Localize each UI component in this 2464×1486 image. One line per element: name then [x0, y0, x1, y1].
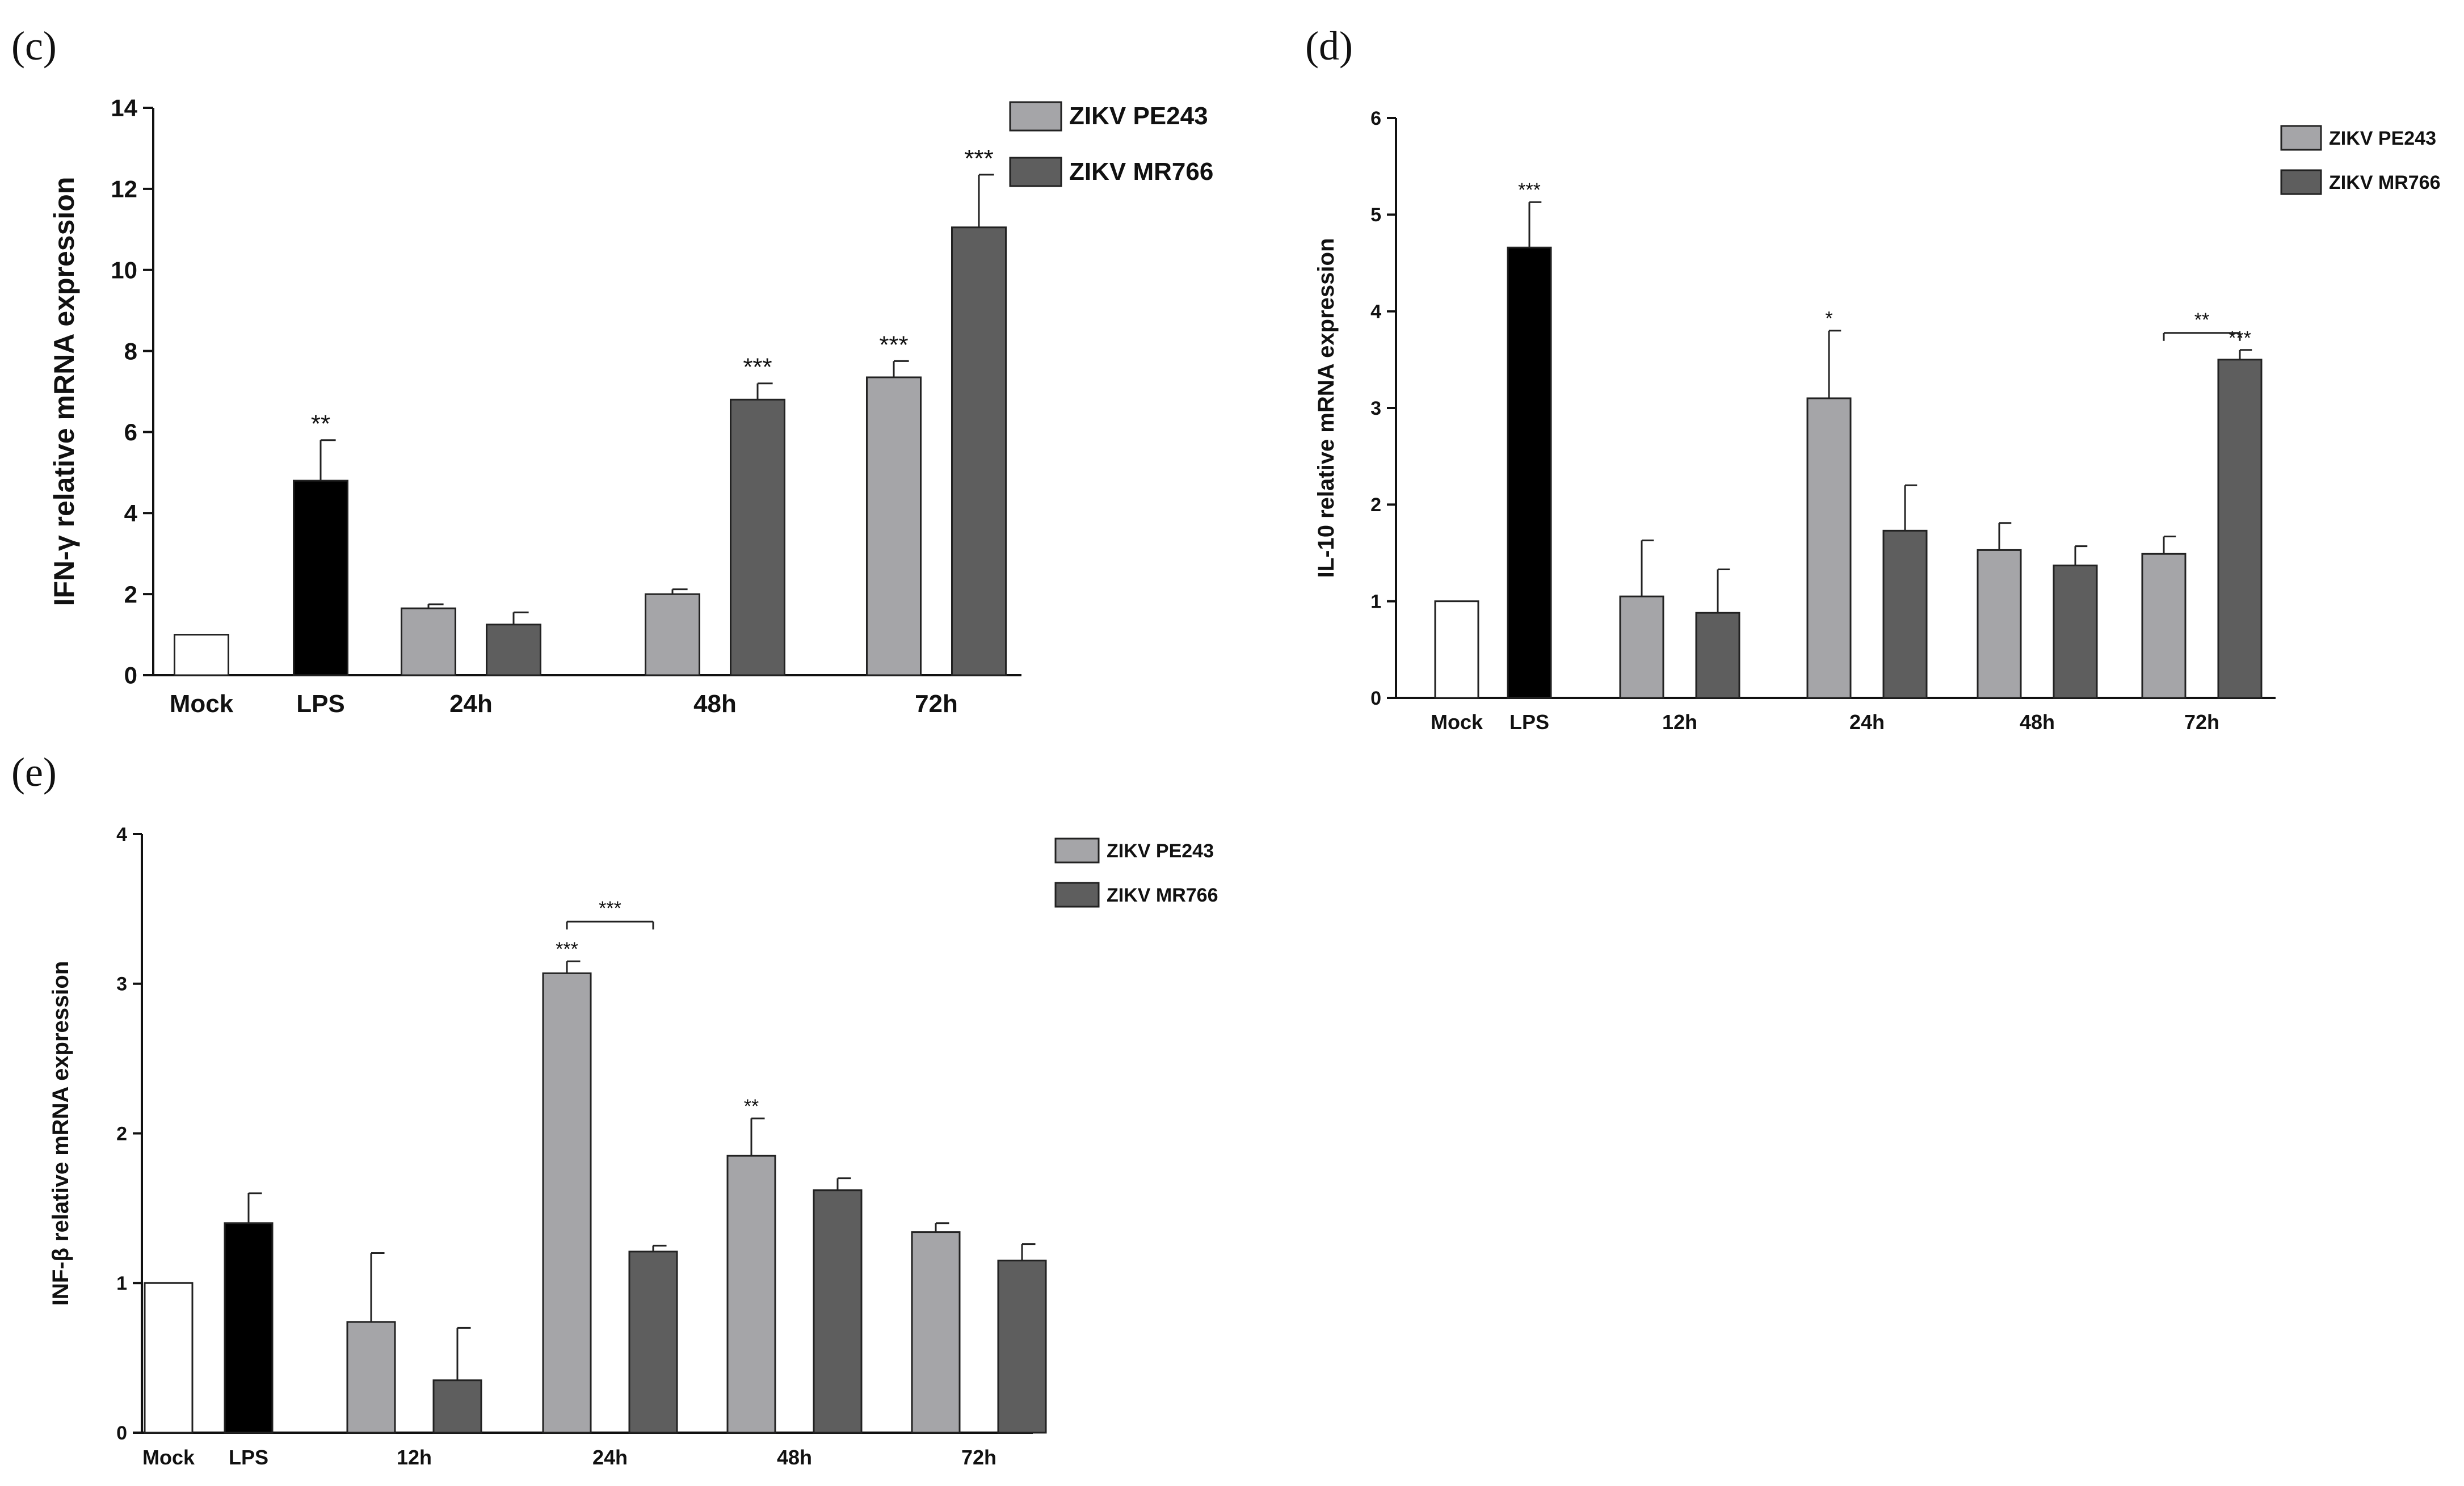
x-category-label-12h: 12h: [397, 1446, 432, 1469]
bar-lps: [224, 1222, 274, 1434]
y-axis-label: IL-10 relative mRNA expression: [1314, 238, 1339, 578]
significance-label-zikv-pe243-24h: *: [1825, 308, 1832, 330]
x-category-label-mock: Mock: [142, 1446, 195, 1469]
bar-zikv-pe243-24h: [1806, 397, 1852, 699]
significance-label-zikv-mr766-48h: ***: [743, 353, 772, 381]
chart-ifn-gamma: 0 2 4 6 8 10 12 14 IFN-γ relative mRNA expressio…: [48, 95, 1213, 718]
significance-label-zikv-mr766-72h: ***: [964, 145, 993, 172]
y-tick-label: 2: [124, 581, 137, 608]
legend-swatch-zikv-mr766: [2280, 169, 2322, 195]
x-category-label-72h: 72h: [961, 1446, 996, 1469]
bar-zikv-pe243-12h: [346, 1321, 396, 1434]
x-category-label-48h: 48h: [693, 690, 737, 718]
panel-label-c: (c): [11, 23, 57, 69]
significance-label-zikv-pe243-72h: ***: [879, 331, 908, 359]
x-category-label-lps: LPS: [1509, 710, 1549, 734]
chart-il-10: 0 1 2 3 4 5 6 IL-10 relative mRNA expression Moc…: [1314, 108, 2441, 734]
y-axis-label: IFN-γ relative mRNA expression: [48, 177, 80, 607]
x-category-label-lps: LPS: [229, 1446, 268, 1469]
panel-label-d: (d): [1305, 23, 1353, 69]
y-tick-label: 10: [111, 256, 137, 283]
y-tick-label: 3: [1370, 398, 1381, 419]
x-category-label-mock: Mock: [170, 690, 234, 718]
bar-lps: [293, 479, 348, 676]
legend-swatch-zikv-pe243: [1054, 837, 1100, 864]
y-tick-label: 2: [1370, 494, 1381, 516]
significance-label-zikv-pe243-48h: **: [744, 1096, 759, 1117]
bar-zikv-mr766-24h: [628, 1251, 678, 1434]
y-tick-label: 8: [124, 338, 137, 364]
bar-zikv-mr766-72h: [997, 1260, 1047, 1434]
bar-mock: [174, 634, 229, 676]
x-category-label-24h: 24h: [1849, 710, 1885, 734]
y-tick-label: 3: [116, 974, 127, 995]
y-tick-label: 2: [116, 1123, 127, 1144]
bar-zikv-pe243-48h: [645, 593, 700, 676]
legend-label-zikv-mr766: ZIKV MR766: [1107, 885, 1218, 906]
y-tick-label: 6: [1370, 108, 1381, 129]
y-tick-label: 4: [1370, 301, 1381, 323]
bar-zikv-pe243-72h: [866, 376, 922, 676]
bar-zikv-pe243-48h: [1977, 549, 2022, 699]
y-tick-label: 6: [124, 419, 137, 445]
significance-bracket-label-24h: ***: [599, 898, 621, 919]
bar-zikv-mr766-48h: [730, 398, 785, 676]
bar-zikv-mr766-48h: [813, 1189, 863, 1434]
legend-label-zikv-pe243: ZIKV PE243: [2329, 128, 2436, 149]
bar-lps: [1507, 246, 1552, 699]
x-category-label-mock: Mock: [1431, 710, 1483, 734]
bar-mock: [144, 1282, 194, 1434]
y-tick-label: 1: [1370, 591, 1381, 613]
y-tick-label: 0: [1370, 688, 1381, 709]
y-axis-label: INF-β relative mRNA expression: [48, 961, 73, 1306]
bar-zikv-pe243-72h: [2141, 553, 2187, 699]
significance-bracket-label-72h: **: [2194, 309, 2209, 331]
x-category-label-48h: 48h: [777, 1446, 812, 1469]
y-tick-label: 4: [124, 500, 138, 527]
bar-zikv-mr766-48h: [2053, 565, 2098, 699]
y-tick-label: 5: [1370, 204, 1381, 226]
x-category-label-72h: 72h: [2184, 710, 2219, 734]
legend-swatch-zikv-mr766: [1009, 157, 1062, 187]
legend-label-zikv-pe243: ZIKV PE243: [1107, 840, 1214, 862]
bar-mock: [1434, 600, 1479, 699]
y-tick-label: 0: [124, 662, 137, 689]
bar-zikv-mr766-12h: [432, 1379, 482, 1434]
legend-swatch-zikv-pe243: [2280, 125, 2322, 151]
bar-zikv-mr766-72h: [951, 226, 1007, 676]
y-tick-label: 0: [116, 1422, 127, 1444]
legend-swatch-zikv-mr766: [1054, 882, 1100, 908]
bar-zikv-mr766-24h: [486, 624, 541, 676]
bar-zikv-mr766-72h: [2217, 359, 2263, 699]
legend-label-zikv-mr766: ZIKV MR766: [1069, 158, 1213, 186]
legend-label-zikv-pe243: ZIKV PE243: [1069, 102, 1208, 130]
bar-zikv-mr766-24h: [1882, 529, 1928, 699]
x-category-label-24h: 24h: [449, 690, 493, 718]
significance-label-lps: **: [311, 410, 330, 438]
x-category-label-72h: 72h: [915, 690, 958, 718]
bar-zikv-pe243-72h: [911, 1231, 961, 1434]
bar-zikv-pe243-48h: [726, 1155, 776, 1434]
x-category-label-lps: LPS: [296, 690, 345, 718]
significance-label-lps: ***: [1518, 179, 1541, 201]
y-tick-label: 12: [111, 176, 137, 203]
significance-label-zikv-pe243-24h: ***: [556, 938, 578, 960]
bar-zikv-pe243-24h: [401, 607, 456, 676]
chart-inf-beta: 0 1 2 3 4 INF-β relative mRNA expression Mock L…: [48, 824, 1218, 1469]
legend-swatch-zikv-pe243: [1009, 101, 1062, 132]
y-tick-label: 1: [116, 1273, 127, 1294]
x-category-label-24h: 24h: [592, 1446, 628, 1469]
y-tick-label: 14: [111, 95, 137, 121]
y-tick-label: 4: [116, 824, 127, 845]
panel-label-e: (e): [11, 750, 57, 795]
legend-label-zikv-mr766: ZIKV MR766: [2329, 172, 2441, 193]
x-category-label-12h: 12h: [1662, 710, 1697, 734]
bar-zikv-mr766-12h: [1695, 612, 1740, 699]
bar-zikv-pe243-24h: [542, 972, 592, 1434]
bar-zikv-pe243-12h: [1619, 595, 1664, 699]
x-category-label-48h: 48h: [2020, 710, 2055, 734]
